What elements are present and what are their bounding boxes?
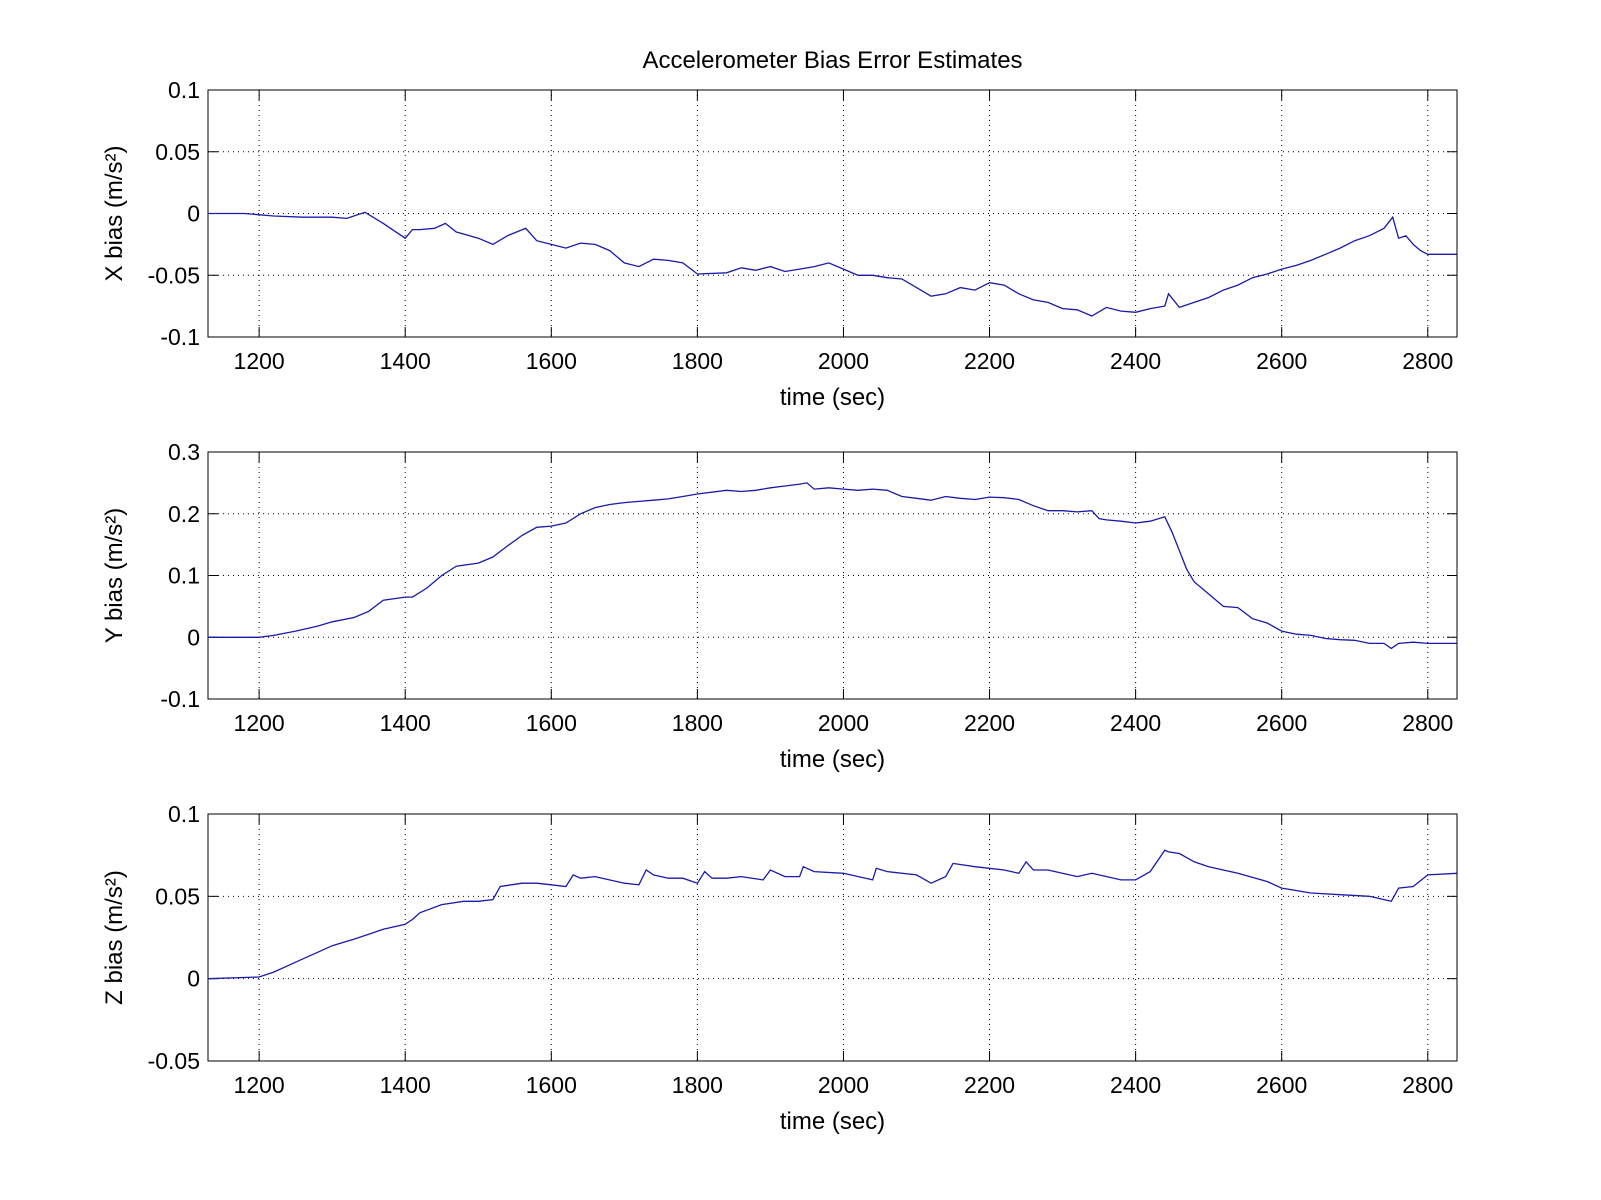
x-tick-label: 1200	[234, 348, 285, 374]
x-tick-label: 2400	[1110, 348, 1161, 374]
x-tick-label: 1400	[380, 1072, 431, 1098]
x-tick-label: 2200	[964, 1072, 1015, 1098]
x-tick-label: 2000	[818, 348, 869, 374]
y-tick-label: -0.1	[160, 324, 200, 350]
x-tick-label: 2600	[1256, 710, 1307, 736]
x-axis-label: time (sec)	[780, 746, 885, 773]
x-tick-label: 2000	[818, 710, 869, 736]
y-tick-label: 0.05	[155, 883, 200, 909]
y-tick-label: -0.05	[148, 262, 200, 288]
x-tick-label: 1800	[672, 1072, 723, 1098]
y-tick-label: -0.05	[148, 1048, 200, 1074]
plot-frame	[207, 451, 1458, 700]
y-axis-label: Y bias (m/s²)	[101, 508, 128, 644]
x-tick-label: 1400	[380, 710, 431, 736]
subplot-1: Accelerometer Bias Error Estimates 1200 14…	[101, 47, 1458, 411]
y-tick-label: 0.1	[168, 563, 200, 589]
x-axis-label: time (sec)	[780, 384, 885, 411]
subplot-2: 1200 1400 1600 1800 2000 2200 2400 2600 2800 0.3 0…	[101, 439, 1458, 773]
y-tick-label: 0.3	[168, 439, 200, 465]
y-tick-label: 0.05	[155, 139, 200, 165]
x-tick-label: 2600	[1256, 348, 1307, 374]
x-tick-label: 1200	[234, 1072, 285, 1098]
y-axis-label: Z bias (m/s²)	[101, 870, 128, 1005]
x-tick-label: 2400	[1110, 710, 1161, 736]
x-tick-label: 1800	[672, 348, 723, 374]
chart-title: Accelerometer Bias Error Estimates	[642, 47, 1022, 74]
y-tick-label: -0.1	[160, 686, 200, 712]
y-tick-label: 0	[187, 201, 200, 227]
x-tick-label: 1400	[380, 348, 431, 374]
plot-frame	[207, 813, 1458, 1062]
x-tick-label: 1800	[672, 710, 723, 736]
y-tick-label: 0	[187, 966, 200, 992]
x-tick-label: 1600	[526, 710, 577, 736]
x-tick-label: 1600	[526, 1072, 577, 1098]
series-line	[208, 211, 1457, 317]
x-tick-label: 2600	[1256, 1072, 1307, 1098]
series-line	[208, 482, 1457, 650]
x-tick-label: 2800	[1402, 1072, 1453, 1098]
x-tick-label: 2800	[1402, 348, 1453, 374]
series-line	[207, 849, 1458, 980]
y-tick-label: 0.1	[168, 77, 200, 103]
x-tick-label: 1600	[526, 348, 577, 374]
x-tick-label: 1200	[234, 710, 285, 736]
plot-frame	[207, 89, 1458, 338]
y-tick-label: 0	[187, 624, 200, 650]
x-tick-label: 2400	[1110, 1072, 1161, 1098]
y-tick-label: 0.1	[168, 801, 200, 827]
subplot-3: 1200 1400 1600 1800 2000 2200 2400 2600 2800 0.1 0…	[101, 801, 1458, 1135]
x-tick-label: 2200	[964, 710, 1015, 736]
x-axis-label: time (sec)	[780, 1108, 885, 1135]
y-axis-label: X bias (m/s²)	[101, 145, 128, 281]
x-tick-label: 2200	[964, 348, 1015, 374]
y-tick-label: 0.2	[168, 501, 200, 527]
x-tick-label: 2000	[818, 1072, 869, 1098]
x-tick-label: 2800	[1402, 710, 1453, 736]
